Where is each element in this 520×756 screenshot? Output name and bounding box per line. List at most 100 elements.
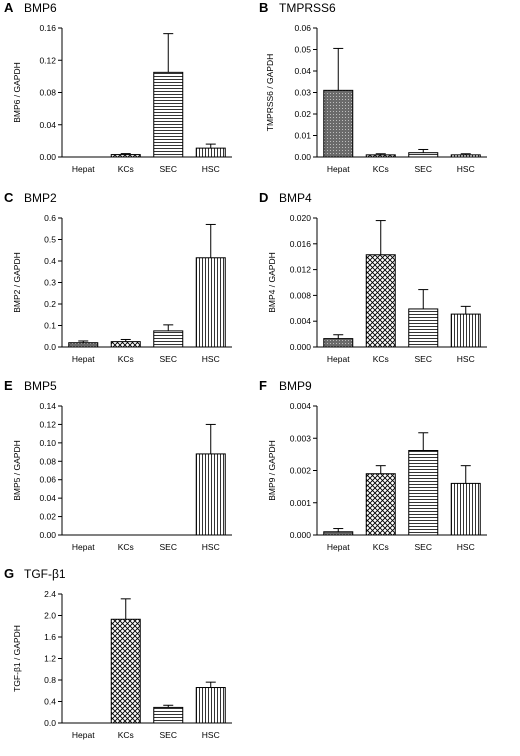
y-tick-label: 0.00 bbox=[294, 152, 311, 162]
bar-hsc bbox=[195, 453, 226, 536]
y-tick-label: 0.000 bbox=[290, 530, 312, 540]
y-tick-label: 0.0 bbox=[44, 718, 56, 728]
x-tick-label: SEC bbox=[415, 164, 432, 174]
y-tick-label: 0.03 bbox=[294, 88, 311, 98]
bar-chart-bmp5: 0.00 0.02 0.04 0.06 0.08 0.10 0.12 0.14 BMP5 / G… bbox=[12, 401, 232, 552]
y-axis-label: BMP5 / GAPDH bbox=[12, 440, 22, 500]
panel-letter: E bbox=[4, 378, 13, 393]
y-tick-label: 0.4 bbox=[44, 256, 56, 266]
y-tick-label: 0.000 bbox=[290, 342, 312, 352]
panel-a: A BMP6 0.00 0.04 0.08 0.12 0.16 BMP6 / GAPDH H… bbox=[0, 0, 260, 190]
y-axis-label: BMP2 / GAPDH bbox=[12, 252, 22, 312]
y-tick-label: 0.00 bbox=[39, 530, 56, 540]
y-tick-label: 0.06 bbox=[294, 23, 311, 33]
x-tick-label: SEC bbox=[160, 730, 177, 740]
y-tick-label: 0.001 bbox=[290, 498, 312, 508]
x-tick-label: KCs bbox=[118, 542, 134, 552]
bar-chart-bmp4: 0.000 0.004 0.008 0.012 0.016 0.020 BMP4 / GAP… bbox=[267, 213, 487, 364]
y-tick-label: 1.2 bbox=[44, 654, 56, 664]
bar-chart-tgf-b1: 0.0 0.4 0.8 1.2 1.6 2.0 2.4 TGF-β1 / GAPDH Hepat… bbox=[12, 589, 232, 740]
panel-letter: F bbox=[259, 378, 267, 393]
y-tick-label: 1.6 bbox=[44, 632, 56, 642]
x-tick-label: Hepat bbox=[327, 542, 350, 552]
bar-hsc bbox=[195, 257, 226, 348]
y-axis-label: BMP6 / GAPDH bbox=[12, 62, 22, 122]
y-tick-label: 0.8 bbox=[44, 675, 56, 685]
x-tick-label: KCs bbox=[373, 354, 389, 364]
chart-title: BMP5 bbox=[24, 379, 57, 393]
bar-kcs bbox=[110, 341, 141, 348]
y-tick-label: 0.05 bbox=[294, 45, 311, 55]
bar-hepat bbox=[323, 531, 354, 536]
y-tick-label: 0.10 bbox=[39, 438, 56, 448]
bar-hsc bbox=[450, 154, 481, 158]
y-axis-label: TGF-β1 / GAPDH bbox=[12, 625, 22, 692]
chart-title: BMP4 bbox=[279, 191, 312, 205]
bar-hsc bbox=[450, 482, 481, 536]
x-tick-label: Hepat bbox=[72, 354, 95, 364]
bar-hsc bbox=[195, 687, 226, 724]
x-tick-label: HSC bbox=[457, 542, 475, 552]
bar-sec bbox=[408, 308, 439, 348]
x-tick-label: KCs bbox=[118, 354, 134, 364]
panel-letter: G bbox=[4, 566, 15, 581]
panel-b: B TMPRSS6 0.00 0.01 0.02 0.03 0.04 0.05 0.06 TM… bbox=[255, 0, 515, 190]
bar-hepat bbox=[323, 89, 354, 158]
x-tick-label: HSC bbox=[202, 164, 220, 174]
bar-kcs bbox=[365, 473, 396, 536]
y-axis-label: BMP4 / GAPDH bbox=[267, 252, 277, 312]
x-tick-label: KCs bbox=[373, 542, 389, 552]
y-tick-label: 0.0 bbox=[44, 342, 56, 352]
x-tick-label: HSC bbox=[202, 354, 220, 364]
chart-title: BMP9 bbox=[279, 379, 312, 393]
y-tick-label: 0.003 bbox=[290, 433, 312, 443]
y-tick-label: 0.01 bbox=[294, 131, 311, 141]
bar-kcs bbox=[365, 154, 396, 158]
y-tick-label: 0.012 bbox=[290, 265, 312, 275]
x-tick-label: SEC bbox=[160, 354, 177, 364]
bar-hepat bbox=[68, 342, 99, 348]
x-tick-label: HSC bbox=[457, 354, 475, 364]
y-axis-label: BMP9 / GAPDH bbox=[267, 440, 277, 500]
y-tick-label: 0.004 bbox=[290, 316, 312, 326]
chart-title: TMPRSS6 bbox=[279, 1, 336, 15]
x-tick-label: Hepat bbox=[72, 164, 95, 174]
y-tick-label: 0.3 bbox=[44, 278, 56, 288]
y-tick-label: 2.4 bbox=[44, 589, 56, 599]
y-tick-label: 0.06 bbox=[39, 475, 56, 485]
x-tick-label: KCs bbox=[118, 730, 134, 740]
y-tick-label: 0.008 bbox=[290, 290, 312, 300]
y-tick-label: 0.1 bbox=[44, 321, 56, 331]
bar-sec bbox=[408, 152, 439, 158]
y-tick-label: 0.14 bbox=[39, 401, 56, 411]
panel-f: F BMP9 0.000 0.001 0.002 0.003 0.004 BMP9 / G… bbox=[255, 378, 515, 568]
x-tick-label: SEC bbox=[160, 542, 177, 552]
y-tick-label: 0.12 bbox=[39, 419, 56, 429]
x-tick-label: SEC bbox=[415, 542, 432, 552]
y-tick-label: 0.4 bbox=[44, 697, 56, 707]
y-tick-label: 0.004 bbox=[290, 401, 312, 411]
y-tick-label: 0.12 bbox=[39, 55, 56, 65]
x-tick-label: KCs bbox=[373, 164, 389, 174]
chart-title: BMP6 bbox=[24, 1, 57, 15]
x-tick-label: Hepat bbox=[72, 730, 95, 740]
panel-letter: C bbox=[4, 190, 14, 205]
y-axis-label: TMPRSS6 / GAPDH bbox=[265, 54, 275, 131]
y-tick-label: 0.5 bbox=[44, 235, 56, 245]
chart-title: TGF-β1 bbox=[24, 567, 66, 581]
y-tick-label: 0.04 bbox=[39, 493, 56, 503]
y-tick-label: 0.16 bbox=[39, 23, 56, 33]
panel-d: D BMP4 0.000 0.004 0.008 0.012 0.016 0.020 BMP… bbox=[255, 190, 515, 380]
bar-hepat bbox=[323, 338, 354, 348]
panel-letter: D bbox=[259, 190, 269, 205]
bar-sec bbox=[408, 450, 439, 536]
bar-sec bbox=[153, 706, 184, 724]
y-tick-label: 0.00 bbox=[39, 152, 56, 162]
bar-chart-bmp6: 0.00 0.04 0.08 0.12 0.16 BMP6 / GAPDH Hepat KCs… bbox=[12, 23, 232, 174]
y-tick-label: 0.016 bbox=[290, 239, 312, 249]
panel-c: C BMP2 0.0 0.1 0.2 0.3 0.4 0.5 0.6 BMP2 / GAPDH… bbox=[0, 190, 260, 380]
panel-letter: A bbox=[4, 0, 14, 15]
x-tick-label: HSC bbox=[457, 164, 475, 174]
x-tick-label: Hepat bbox=[327, 354, 350, 364]
